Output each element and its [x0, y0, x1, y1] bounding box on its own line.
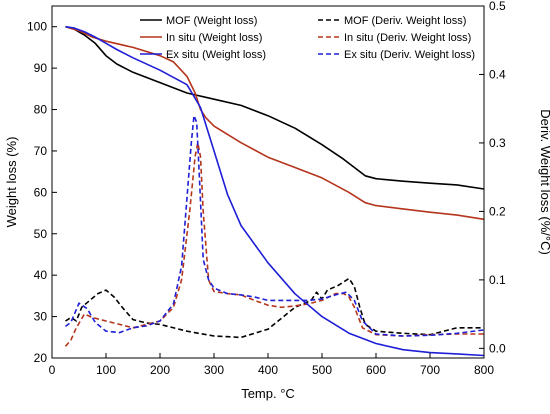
y-left-tick-label: 30 [34, 310, 48, 324]
y-right-tick-label: 0.1 [489, 273, 506, 287]
series-line-5 [65, 114, 485, 337]
x-tick-label: 100 [96, 363, 116, 377]
x-tick-label: 500 [312, 363, 332, 377]
y-right-tick-label: 0.2 [489, 204, 506, 218]
y-left-tick-label: 90 [34, 61, 48, 75]
y-left-tick-label: 50 [34, 227, 48, 241]
y-left-tick-label: 40 [34, 268, 48, 282]
y-left-tick-label: 80 [34, 103, 48, 117]
legend-label: Ex situ (Deriv. Weight loss) [344, 49, 475, 61]
x-tick-label: 800 [474, 363, 494, 377]
y-left-tick-label: 20 [34, 351, 48, 365]
y-left-tick-label: 100 [27, 20, 47, 34]
series-line-1 [65, 277, 484, 339]
y-right-tick-label: 0.4 [489, 67, 506, 81]
series-layer [64, 25, 485, 357]
legend-label: In situ (Weight loss) [166, 32, 262, 44]
y-left-axis-title: Weight loss (%) [4, 137, 19, 228]
series-line-0 [65, 25, 485, 190]
x-tick-label: 300 [204, 363, 224, 377]
legend: MOF (Weight loss) MOF (Deriv. Weight loss… [140, 15, 475, 61]
x-tick-label: 400 [258, 363, 278, 377]
x-tick-label: 200 [150, 363, 170, 377]
series-line-2 [65, 25, 485, 221]
y-right-tick-label: 0.3 [489, 136, 506, 150]
y-right-axis-title: Deriv. Weight loss (%/°C) [538, 109, 550, 255]
y-left-tick-label: 60 [34, 185, 48, 199]
x-tick-label: 600 [366, 363, 386, 377]
legend-label: In situ (Deriv. Weight loss) [344, 32, 471, 44]
ticks-layer: 0 100 200 300 400 500 600 700 800 20 30 40 50 60 70 80 9… [27, 0, 506, 377]
series-line-3 [64, 142, 484, 347]
legend-label: MOF (Weight loss) [166, 15, 257, 27]
legend-label: Ex situ (Weight loss) [166, 49, 266, 61]
y-left-tick-label: 70 [34, 144, 48, 158]
x-tick-label: 700 [420, 363, 440, 377]
y-right-tick-label: 0.0 [489, 341, 506, 355]
y-right-tick-label: 0.5 [489, 0, 506, 13]
series-line-4 [65, 25, 485, 357]
x-axis-title: Temp. °C [241, 386, 295, 401]
x-tick-label: 0 [49, 363, 56, 377]
legend-label: MOF (Deriv. Weight loss) [344, 15, 466, 27]
